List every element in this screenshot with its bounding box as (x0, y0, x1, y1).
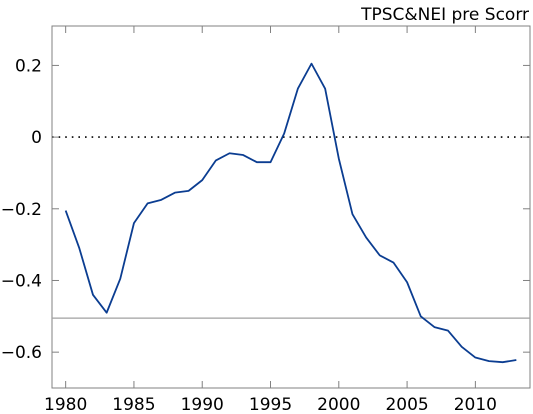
series-line (64, 62, 517, 364)
y-tick-label: −0.6 (1, 343, 42, 363)
x-tick-label: 1990 (181, 395, 224, 414)
y-tick-label: −0.4 (1, 271, 42, 291)
y-tick-label: 0 (31, 128, 42, 148)
x-tick-label: 1995 (249, 395, 292, 414)
x-tick-label: 2010 (454, 395, 497, 414)
x-tick-label: 2005 (385, 395, 428, 414)
x-tick-label: 1985 (112, 395, 155, 414)
y-tick-label: 0.2 (15, 56, 42, 76)
x-axis: 1980 1985 1990 1995 2000 2005 2010 (44, 26, 497, 414)
y-axis: 0.2 0 −0.2 −0.4 −0.6 (1, 56, 530, 363)
reference-lines (52, 136, 530, 319)
x-tick-label: 1980 (44, 395, 87, 414)
x-tick-label: 2000 (317, 395, 360, 414)
plot-frame (51, 25, 531, 389)
y-tick-label: −0.2 (1, 200, 42, 220)
series-layer (64, 62, 517, 364)
chart-title: TPSC&NEI pre Scorr (360, 5, 529, 25)
